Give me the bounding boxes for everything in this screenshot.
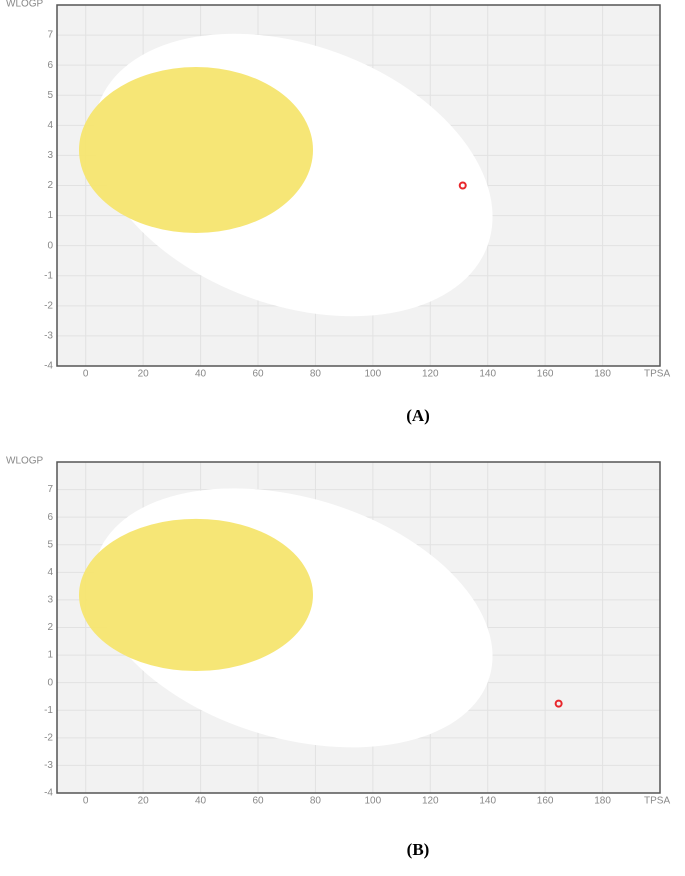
y-tick-label: 2 bbox=[47, 180, 53, 191]
x-axis-label: TPSA bbox=[644, 369, 670, 380]
y-tick-label: 0 bbox=[47, 240, 53, 251]
x-tick-label: 140 bbox=[479, 369, 496, 380]
y-tick-label: -4 bbox=[44, 361, 53, 372]
x-tick-label: 180 bbox=[594, 369, 611, 380]
x-axis-label: TPSA bbox=[644, 796, 670, 807]
y-tick-label: -1 bbox=[44, 705, 53, 716]
egg bbox=[79, 33, 493, 317]
y-tick-label: -2 bbox=[44, 732, 53, 743]
egg-yolk bbox=[79, 518, 313, 672]
y-tick-label: 4 bbox=[47, 120, 53, 131]
egg bbox=[79, 488, 493, 748]
x-tick-label: 60 bbox=[252, 369, 264, 380]
y-tick-label: -4 bbox=[44, 788, 53, 799]
x-tick-label: 40 bbox=[195, 369, 207, 380]
y-tick-label: 3 bbox=[47, 595, 53, 606]
x-tick-label: 180 bbox=[594, 796, 611, 807]
data-point bbox=[458, 181, 467, 190]
x-tick-label: 0 bbox=[83, 369, 89, 380]
x-tick-label: 20 bbox=[138, 796, 150, 807]
y-tick-label: 4 bbox=[47, 567, 53, 578]
x-tick-label: 100 bbox=[365, 369, 382, 380]
data-point bbox=[554, 699, 563, 708]
x-tick-label: 80 bbox=[310, 369, 322, 380]
x-tick-label: 120 bbox=[422, 796, 439, 807]
x-tick-label: 20 bbox=[138, 369, 150, 380]
y-tick-label: -3 bbox=[44, 760, 53, 771]
x-tick-label: 120 bbox=[422, 369, 439, 380]
x-tick-label: 160 bbox=[537, 369, 554, 380]
y-axis-label: WLOGP bbox=[6, 0, 44, 10]
x-tick-label: 160 bbox=[537, 796, 554, 807]
y-tick-label: 5 bbox=[47, 539, 53, 550]
y-tick-label: 5 bbox=[47, 90, 53, 101]
x-tick-label: 0 bbox=[83, 796, 89, 807]
y-tick-label: 6 bbox=[47, 60, 53, 71]
y-tick-label: 7 bbox=[47, 30, 53, 41]
caption: (B) bbox=[407, 840, 430, 859]
y-tick-label: -3 bbox=[44, 331, 53, 342]
y-tick-label: 1 bbox=[47, 650, 53, 661]
plot-border bbox=[56, 461, 661, 794]
y-tick-label: 2 bbox=[47, 622, 53, 633]
egg-yolk bbox=[79, 67, 313, 233]
y-tick-label: 1 bbox=[47, 210, 53, 221]
caption: (A) bbox=[406, 406, 430, 425]
y-axis-label: WLOGP bbox=[6, 456, 44, 467]
x-tick-label: 80 bbox=[310, 796, 322, 807]
y-tick-label: -2 bbox=[44, 300, 53, 311]
y-tick-label: -1 bbox=[44, 270, 53, 281]
x-tick-label: 140 bbox=[479, 796, 496, 807]
y-tick-label: 7 bbox=[47, 484, 53, 495]
x-tick-label: 100 bbox=[365, 796, 382, 807]
x-tick-label: 40 bbox=[195, 796, 207, 807]
y-tick-label: 6 bbox=[47, 512, 53, 523]
plot-border bbox=[56, 4, 661, 367]
x-tick-label: 60 bbox=[252, 796, 264, 807]
y-tick-label: 3 bbox=[47, 150, 53, 161]
y-tick-label: 0 bbox=[47, 677, 53, 688]
